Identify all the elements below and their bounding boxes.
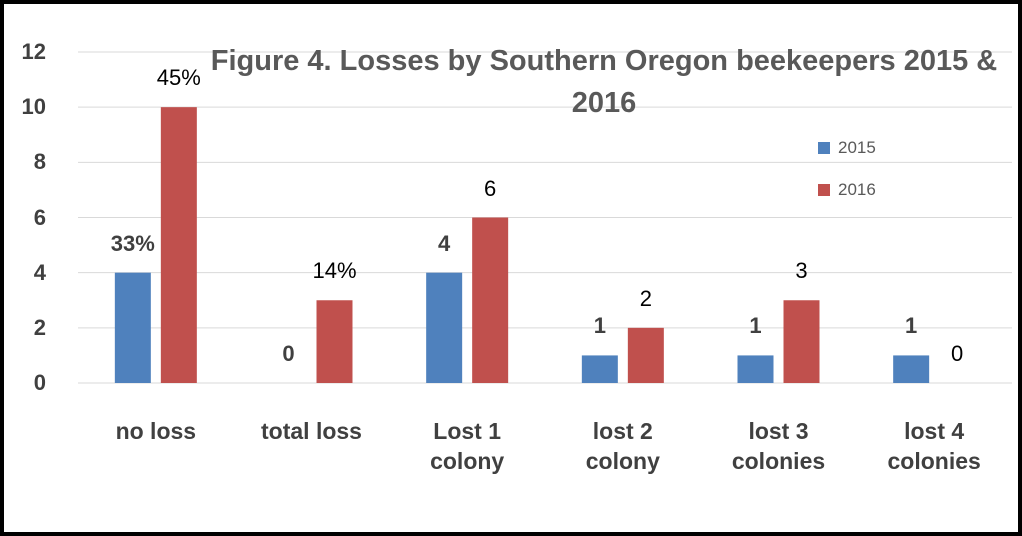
- y-tick-label: 6: [33, 204, 46, 230]
- x-tick-label: lost 3 colonies: [731, 418, 826, 474]
- legend-label: 2015: [838, 138, 876, 157]
- x-tick-label: Lost 1 colony: [430, 418, 505, 474]
- chart-title: Figure 4. Losses by Southern Oregon beek…: [210, 45, 998, 119]
- data-label: 6: [484, 175, 497, 201]
- y-tick-label: 12: [21, 39, 46, 64]
- plot: [78, 51, 1012, 384]
- legend-label: 2016: [838, 180, 876, 199]
- data-label: 2: [639, 285, 652, 311]
- x-tick-label: total loss: [261, 418, 362, 444]
- data-label: 1: [593, 313, 606, 339]
- data-label: 0: [282, 341, 295, 366]
- bar: [472, 217, 509, 383]
- bar: [893, 355, 930, 383]
- bar: [783, 300, 820, 383]
- bar: [114, 272, 151, 383]
- bar: [627, 327, 664, 383]
- x-tick-label: lost 4 colonies: [887, 418, 981, 474]
- bar: [160, 107, 197, 384]
- bar: [426, 272, 463, 383]
- legend-swatch: [818, 184, 830, 196]
- bar: [581, 355, 618, 383]
- y-tick-label: 4: [33, 259, 46, 285]
- bar: [737, 355, 774, 383]
- data-label: 1: [749, 313, 762, 339]
- y-tick-label: 2: [33, 314, 46, 340]
- data-label: 33%: [110, 230, 155, 256]
- data-label: 4: [438, 230, 451, 256]
- data-label: 45%: [156, 65, 201, 91]
- data-label: 1: [905, 313, 918, 339]
- y-tick-label: 0: [33, 370, 46, 395]
- x-tick-label: lost 2 colony: [585, 418, 660, 474]
- data-label: 14%: [312, 258, 357, 284]
- y-tick-label: 8: [33, 149, 46, 175]
- data-label: 3: [795, 258, 808, 284]
- y-tick-label: 10: [21, 94, 46, 120]
- x-tick-label: no loss: [115, 418, 197, 444]
- bar: [316, 300, 353, 383]
- data-label: 0: [951, 341, 964, 366]
- legend-swatch: [818, 142, 830, 154]
